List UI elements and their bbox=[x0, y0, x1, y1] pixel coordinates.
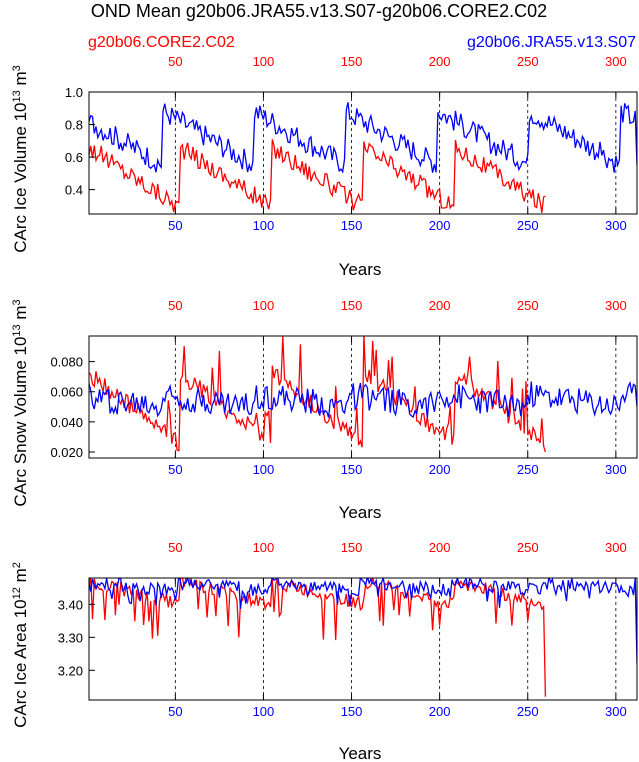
xtick-top-label: 50 bbox=[168, 540, 182, 555]
panel-2: 0.020 0.040 0.060 0.080 50 100 150 200 250 300 50 1… bbox=[11, 298, 638, 522]
xtick-bottom-label: 100 bbox=[253, 218, 275, 233]
ytick-label: 0.8 bbox=[65, 118, 83, 133]
xtick-bottom-label: 200 bbox=[429, 218, 451, 233]
series-line-core2 bbox=[89, 139, 546, 213]
xtick-top-label: 150 bbox=[341, 54, 363, 69]
xtick-top-label: 300 bbox=[605, 54, 627, 69]
series-line-core2 bbox=[89, 336, 547, 453]
xtick-bottom-label: 250 bbox=[517, 218, 539, 233]
xtick-bottom-label: 250 bbox=[517, 704, 539, 719]
xtick-bottom-label: 150 bbox=[341, 218, 363, 233]
xtick-top-label: 300 bbox=[605, 298, 627, 313]
xtick-top-label: 100 bbox=[253, 298, 275, 313]
xtick-bottom-label: 50 bbox=[168, 218, 182, 233]
x-axis-label: Years bbox=[339, 260, 382, 279]
xtick-top-label: 200 bbox=[429, 298, 451, 313]
xtick-top-label: 150 bbox=[341, 540, 363, 555]
xtick-bottom-label: 50 bbox=[168, 462, 182, 477]
series-line-jra55 bbox=[89, 102, 637, 174]
ytick-label: 0.040 bbox=[50, 415, 83, 430]
xtick-top-label: 150 bbox=[341, 298, 363, 313]
xtick-top-label: 50 bbox=[168, 298, 182, 313]
xtick-bottom-label: 50 bbox=[168, 704, 182, 719]
xtick-bottom-label: 100 bbox=[253, 704, 275, 719]
ytick-label: 3.20 bbox=[58, 663, 83, 678]
plot-frame bbox=[88, 91, 638, 215]
ytick-label: 3.30 bbox=[58, 630, 83, 645]
legend-core2: g20b06.CORE2.C02 bbox=[88, 34, 235, 51]
xtick-bottom-label: 250 bbox=[517, 462, 539, 477]
legend-jra55: g20b06.JRA55.v13.S07 bbox=[467, 34, 636, 51]
x-axis-label: Years bbox=[339, 503, 382, 522]
plot-frame bbox=[88, 577, 638, 701]
plot-frame bbox=[88, 335, 638, 459]
panels: 0.4 0.6 0.8 1.0 50 100 150 200 250 300 50 100 150 200… bbox=[11, 54, 638, 762]
xtick-top-label: 100 bbox=[253, 540, 275, 555]
series-line-jra55 bbox=[89, 578, 637, 664]
x-axis-label: Years bbox=[339, 744, 382, 762]
xtick-bottom-label: 200 bbox=[429, 704, 451, 719]
xtick-bottom-label: 300 bbox=[605, 704, 627, 719]
xtick-bottom-label: 150 bbox=[341, 704, 363, 719]
ytick-label: 0.4 bbox=[65, 183, 83, 198]
xtick-top-label: 250 bbox=[517, 540, 539, 555]
figure-title: OND Mean g20b06.JRA55.v13.S07-g20b06.COR… bbox=[91, 1, 547, 21]
xtick-top-label: 50 bbox=[168, 54, 182, 69]
xtick-top-label: 250 bbox=[517, 54, 539, 69]
panel-3: 3.20 3.30 3.40 50 100 150 200 250 300 50 100 150 200… bbox=[11, 540, 638, 762]
xtick-top-label: 250 bbox=[517, 298, 539, 313]
y-axis-label: CArc Ice Volume 1013 m3 bbox=[11, 65, 30, 253]
xtick-bottom-label: 150 bbox=[341, 462, 363, 477]
xtick-top-label: 200 bbox=[429, 540, 451, 555]
xtick-top-label: 200 bbox=[429, 54, 451, 69]
xtick-bottom-label: 300 bbox=[605, 218, 627, 233]
xtick-bottom-label: 200 bbox=[429, 462, 451, 477]
panel-1: 0.4 0.6 0.8 1.0 50 100 150 200 250 300 50 100 150 200… bbox=[11, 54, 638, 279]
xtick-top-label: 300 bbox=[605, 540, 627, 555]
ytick-label: 3.40 bbox=[58, 597, 83, 612]
y-axis-label: CArc Ice Area 1012 m2 bbox=[11, 562, 30, 728]
xtick-top-label: 100 bbox=[253, 54, 275, 69]
ytick-label: 1.0 bbox=[65, 85, 83, 100]
xtick-bottom-label: 100 bbox=[253, 462, 275, 477]
series-line-core2 bbox=[89, 578, 547, 697]
series-line-jra55 bbox=[89, 380, 637, 419]
y-axis-label: CArc Snow Volume 1013 m3 bbox=[11, 299, 30, 506]
ytick-label: 0.020 bbox=[50, 445, 83, 460]
ytick-label: 0.080 bbox=[50, 355, 83, 370]
ytick-label: 0.060 bbox=[50, 385, 83, 400]
xtick-bottom-label: 300 bbox=[605, 462, 627, 477]
ytick-label: 0.6 bbox=[65, 150, 83, 165]
